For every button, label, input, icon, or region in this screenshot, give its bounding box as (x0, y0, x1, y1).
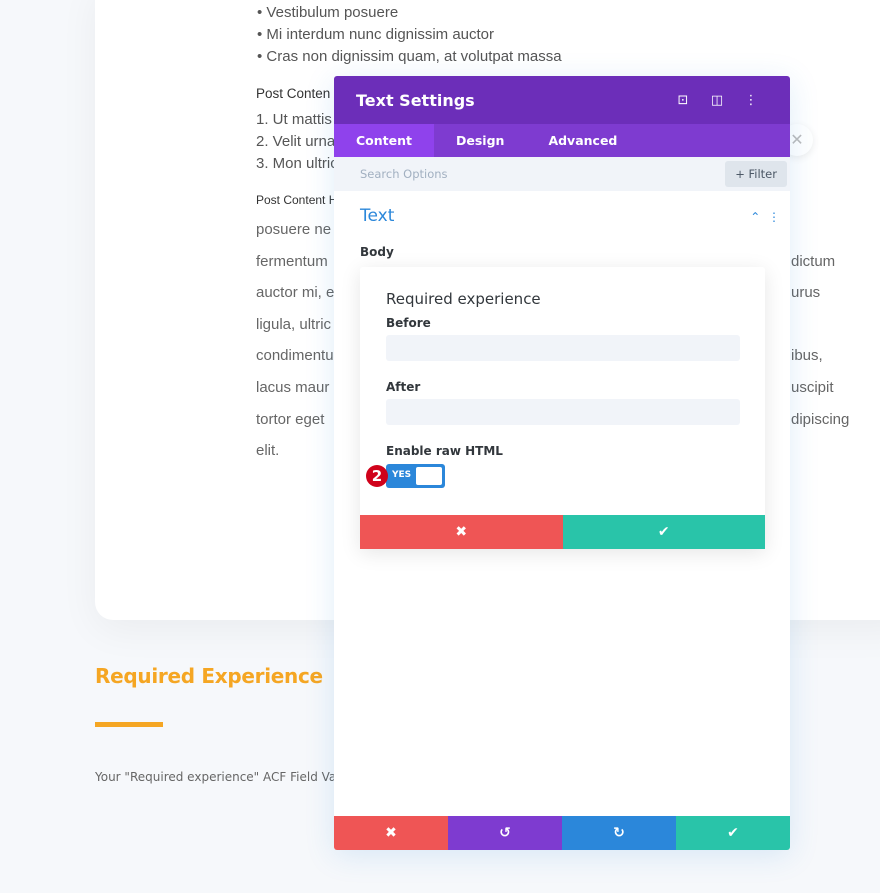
split-view-icon[interactable]: ◫ (710, 92, 724, 108)
dynamic-content-popup: Required experience Before After Enable … (360, 267, 765, 549)
body-text-line: condimentu (256, 347, 334, 365)
tab-advanced[interactable]: Advanced (548, 133, 618, 148)
modal-tabs: Content Design Advanced (334, 124, 790, 157)
before-label: Before (386, 316, 431, 330)
popup-title: Required experience (386, 290, 541, 308)
ordered-item: 3. Mon ultric (256, 155, 338, 172)
heading-divider (95, 722, 163, 727)
bullet-item: • Mi interdum nunc dignissim auctor (257, 26, 495, 43)
section-menu-icon[interactable]: ⋮ (768, 210, 780, 224)
acf-field-value: Your "Required experience" ACF Field Val… (95, 770, 355, 784)
required-experience-heading: Required Experience (95, 664, 323, 688)
body-text-line: posuere ne (256, 221, 332, 238)
body-text-line: lacus maur (256, 379, 330, 396)
search-input[interactable]: Search Options (360, 167, 448, 181)
bullet-item: • Cras non dignissim quam, at volutpat m… (257, 48, 562, 65)
after-input[interactable] (386, 399, 740, 425)
modal-header: Text Settings ⊡ ◫ ⋮ (334, 76, 790, 124)
bullet-item: • Vestibulum posuere (257, 4, 399, 21)
after-label: After (386, 380, 421, 394)
popup-cancel-button[interactable]: ✖ (360, 515, 563, 549)
tab-design[interactable]: Design (456, 133, 505, 148)
save-button[interactable]: ✔ (676, 816, 790, 850)
body-text-line-right: uscipit (791, 379, 834, 396)
discard-button[interactable]: ✖ (334, 816, 448, 850)
chevron-up-icon[interactable]: ⌃ (750, 210, 761, 224)
modal-title: Text Settings (356, 90, 475, 110)
toggle-label: YES (392, 470, 412, 480)
tab-content[interactable]: Content (334, 124, 434, 157)
body-text-line: elit. (256, 442, 280, 460)
filter-button[interactable]: + Filter (725, 161, 787, 187)
redo-button[interactable]: ↻ (562, 816, 676, 850)
post-content-label: Post Content H (256, 193, 338, 207)
search-bar: Search Options + Filter (334, 157, 790, 191)
body-text-line-right: dictum (791, 252, 836, 270)
modal-footer: ✖ ↺ ↻ ✔ (334, 816, 790, 850)
undo-button[interactable]: ↺ (448, 816, 562, 850)
post-content-label: Post Conten (256, 86, 331, 101)
fullscreen-icon[interactable]: ⊡ (677, 92, 689, 108)
raw-html-label: Enable raw HTML (386, 444, 503, 458)
body-label: Body (360, 245, 394, 259)
raw-html-toggle[interactable]: YES (386, 464, 445, 488)
body-text-line-right: dipiscing (791, 410, 850, 428)
before-input[interactable] (386, 335, 740, 361)
ordered-item: 2. Velit urna (256, 133, 336, 150)
body-text-line-right: urus (791, 284, 821, 302)
body-text-line: auctor mi, e (256, 284, 335, 302)
body-text-line: ligula, ultric (256, 315, 332, 333)
ordered-item: 1. Ut mattis (256, 111, 332, 128)
step-badge: 2 (366, 465, 388, 487)
popup-confirm-button[interactable]: ✔ (562, 515, 765, 549)
body-text-line-right: ibus, (791, 347, 823, 365)
body-text-line: fermentum (256, 252, 328, 270)
more-options-icon[interactable]: ⋮ (744, 92, 758, 108)
body-text-line: tortor eget (256, 410, 325, 428)
section-title[interactable]: Text (360, 206, 395, 226)
